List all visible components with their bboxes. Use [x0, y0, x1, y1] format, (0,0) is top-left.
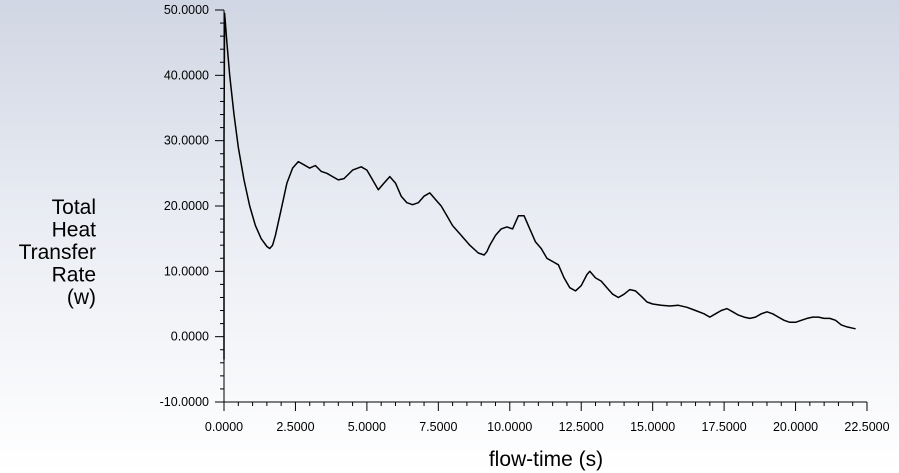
y-axis: 50.0000 40.0000 30.0000 20.0000 10.0000 0.000…	[160, 3, 225, 409]
y-tick-label: 20.0000	[164, 199, 209, 213]
x-tick-label: 7.5000	[419, 420, 457, 434]
y-tick-label: 0.0000	[171, 330, 209, 344]
x-axis: 0.0000 2.5000 5.0000 7.5000 10.0000 12.5000 15…	[205, 401, 890, 434]
plot-area	[223, 12, 856, 360]
x-tick-label: 5.0000	[348, 420, 386, 434]
x-tick-label: 17.5000	[702, 420, 747, 434]
y-axis-title-line: Total	[52, 196, 96, 219]
x-tick-label: 2.5000	[276, 420, 314, 434]
x-tick-label: 0.0000	[205, 420, 243, 434]
y-axis-title-line: Rate	[52, 264, 96, 287]
x-tick-label: 12.5000	[559, 420, 604, 434]
x-tick-label: 10.0000	[487, 420, 532, 434]
y-tick-label: -10.0000	[160, 395, 209, 409]
y-axis-title-line: Transfer	[19, 241, 96, 264]
series-line	[223, 12, 856, 360]
y-tick-label: 10.0000	[164, 264, 209, 278]
y-axis-title-line: Heat	[52, 219, 97, 242]
y-tick-label: 40.0000	[164, 68, 209, 82]
y-axis-title-line: (w)	[67, 286, 96, 309]
x-tick-label: 15.0000	[630, 420, 675, 434]
x-axis-title: flow-time (s)	[489, 448, 603, 471]
x-tick-label: 22.5000	[844, 420, 889, 434]
y-tick-label: 30.0000	[164, 134, 209, 148]
x-tick-label: 20.0000	[773, 420, 818, 434]
y-tick-label: 50.0000	[164, 3, 209, 17]
